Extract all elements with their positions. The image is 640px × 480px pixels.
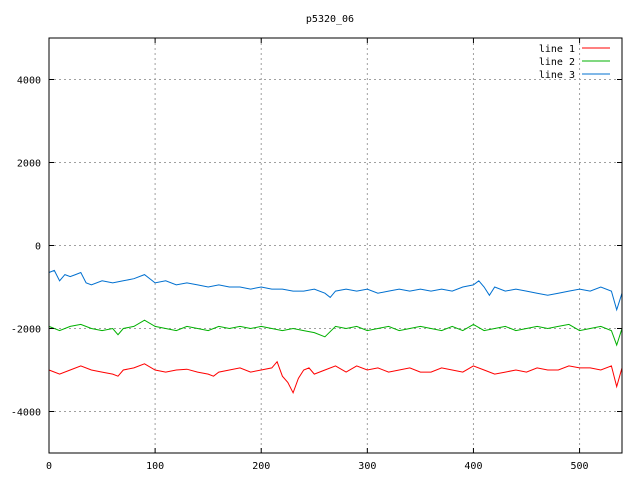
x-tick-label: 300 bbox=[358, 461, 376, 472]
series-line-3 bbox=[48, 269, 623, 312]
series-line-2 bbox=[48, 319, 623, 347]
legend-label-1: line 1 bbox=[539, 44, 575, 55]
legend-label-3: line 3 bbox=[539, 70, 575, 81]
y-tick-label: 2000 bbox=[17, 159, 41, 170]
x-tick-label: 400 bbox=[464, 461, 482, 472]
chart-title: p5320_06 bbox=[306, 14, 354, 25]
y-tick-label: -4000 bbox=[11, 408, 41, 419]
x-tick-label: 0 bbox=[46, 461, 52, 472]
x-tick-label: 200 bbox=[252, 461, 270, 472]
x-tick-label: 500 bbox=[571, 461, 589, 472]
y-tick-label: 0 bbox=[35, 242, 41, 253]
y-tick-label: 4000 bbox=[17, 76, 41, 87]
series-line-1 bbox=[48, 360, 623, 395]
legend: line 1 line 2 line 3 bbox=[539, 44, 610, 81]
legend-label-2: line 2 bbox=[539, 57, 575, 68]
x-tick-label: 100 bbox=[146, 461, 164, 472]
y-tick-label: -2000 bbox=[11, 325, 41, 336]
